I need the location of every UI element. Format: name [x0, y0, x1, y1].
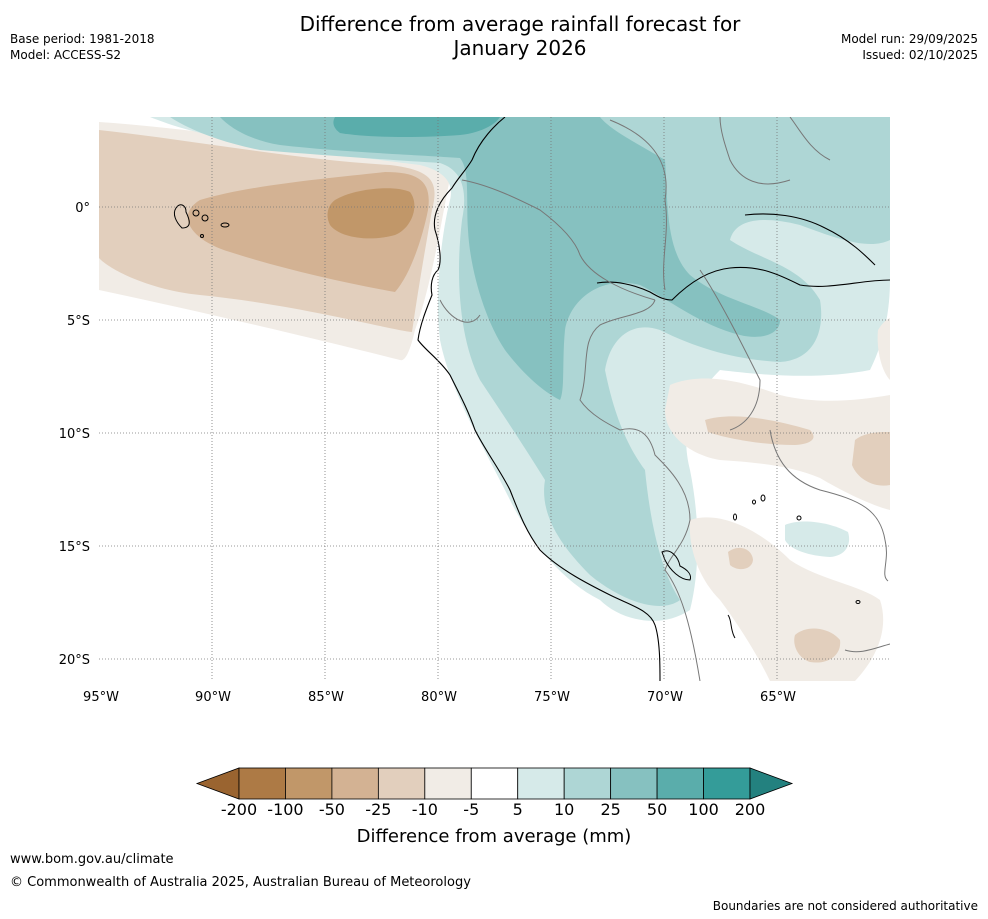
- colorbar-tick-label: -25: [365, 800, 392, 819]
- country-borders: [439, 117, 890, 681]
- map-meta-left: Base period: 1981-2018 Model: ACCESS-S2: [10, 31, 155, 63]
- colorbar-segment: [610, 767, 658, 800]
- colorbar-segment: [656, 767, 704, 800]
- dry-anomaly-south-10b: [794, 628, 841, 663]
- colorbar-tick-label: -50: [318, 800, 345, 819]
- colorbar-label: Difference from average (mm): [356, 826, 632, 847]
- dry-anomaly-50: [327, 188, 415, 239]
- colorbar-tick-label: 200: [734, 800, 766, 819]
- colorbar-tick-label: 100: [688, 800, 719, 819]
- colorbar-tick-label: -5: [463, 800, 480, 819]
- lon-label-70w: 70°W: [647, 690, 683, 705]
- dry-anomaly-east-10b: [852, 432, 890, 486]
- lakes: [661, 494, 861, 639]
- dry-anomaly-south-10a: [728, 547, 753, 570]
- lat-label-5s: 5°S: [67, 314, 90, 329]
- colorbar-segment: [424, 767, 472, 800]
- colorbar: [195, 767, 794, 800]
- footer-url: www.bom.gov.au/climate: [10, 852, 174, 867]
- lon-label-75w: 75°W: [534, 690, 570, 705]
- lon-label-95w: 95°W: [83, 690, 119, 705]
- river-north: [744, 213, 876, 266]
- issued-date: Issued: 02/10/2025: [862, 48, 978, 62]
- wet-anomaly-25: [220, 117, 780, 400]
- galapagos-islands: [173, 204, 230, 238]
- colorbar-arrow-right: [749, 767, 794, 800]
- lon-label-80w: 80°W: [421, 690, 457, 705]
- amazon-river: [596, 266, 890, 301]
- lat-label-20s: 20°S: [59, 653, 90, 668]
- colorbar-tick-label: 25: [600, 800, 621, 819]
- title-line-1: Difference from average rainfall forecas…: [299, 12, 741, 36]
- lat-label-15s: 15°S: [59, 540, 90, 555]
- gridlines: [99, 117, 890, 681]
- coastline: [417, 117, 661, 681]
- model-name: Model: ACCESS-S2: [10, 48, 122, 62]
- map-title: Difference from average rainfall forecas…: [220, 12, 820, 60]
- colorbar-arrow-left: [195, 767, 240, 800]
- map-meta-right: Model run: 29/09/2025 Issued: 02/10/2025: [841, 31, 978, 63]
- base-period: Base period: 1981-2018: [10, 32, 155, 46]
- lat-label-0: 0°: [75, 201, 90, 216]
- colorbar-tick-label: 5: [512, 800, 523, 819]
- colorbar-tick-label: -10: [411, 800, 438, 819]
- colorbar-segment: [563, 767, 612, 800]
- colorbar-tick-label: -200: [220, 800, 258, 819]
- footer-note: Boundaries are not considered authoritat…: [712, 899, 978, 913]
- colorbar-tick-label: -100: [267, 800, 304, 819]
- wet-anomaly-50: [333, 117, 500, 138]
- lon-label-90w: 90°W: [195, 690, 231, 705]
- colorbar-segment: [377, 767, 426, 800]
- colorbar-segment: [285, 767, 333, 800]
- footer-copyright: © Commonwealth of Australia 2025, Austra…: [10, 875, 471, 890]
- lon-label-65w: 65°W: [760, 690, 796, 705]
- wet-anomaly-south-patch: [785, 521, 850, 557]
- colorbar-tick-label: 50: [646, 800, 668, 819]
- lon-label-85w: 85°W: [308, 690, 344, 705]
- colorbar-tick-label: 10: [553, 800, 575, 819]
- model-run: Model run: 29/09/2025: [840, 32, 978, 46]
- title-line-2: January 2026: [453, 36, 587, 60]
- colorbar-segment: [517, 767, 565, 800]
- colorbar-segment: [703, 767, 751, 800]
- dry-anomaly-east-10a: [705, 416, 814, 445]
- lat-label-10s: 10°S: [59, 427, 90, 442]
- colorbar-segment: [331, 767, 379, 800]
- map-area: [99, 117, 890, 681]
- colorbar-segment: [470, 767, 519, 800]
- colorbar-segment: [238, 767, 286, 800]
- dry-anomaly-east-edge: [877, 318, 890, 380]
